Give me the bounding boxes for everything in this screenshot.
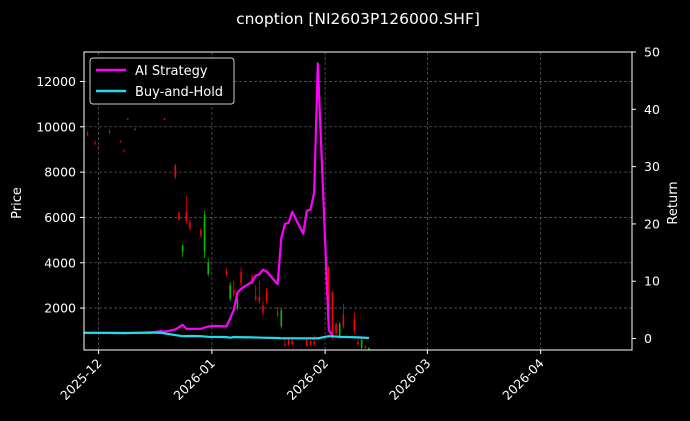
- candle-body: [276, 312, 279, 315]
- candle-body: [181, 245, 184, 252]
- candle-body: [94, 142, 96, 144]
- candle-body: [119, 141, 122, 143]
- candlesticks: [86, 117, 370, 350]
- candle-body: [229, 285, 231, 300]
- candle-body: [364, 346, 367, 348]
- candle-body: [287, 339, 290, 345]
- candle-body: [240, 271, 242, 284]
- candle-body: [342, 314, 345, 327]
- candle-body: [108, 131, 111, 133]
- candle-body: [185, 211, 188, 221]
- candle-body: [232, 289, 235, 295]
- candle-body: [127, 118, 129, 120]
- plot-frame: [83, 51, 633, 351]
- candle-body: [291, 340, 294, 345]
- candle-body: [200, 229, 202, 236]
- candle-body: [284, 344, 286, 346]
- candle-body: [203, 215, 206, 252]
- candle-body: [236, 299, 239, 309]
- candle-body: [97, 147, 100, 149]
- candle-body: [360, 339, 363, 348]
- series-line-buy-and-hold: [84, 331, 370, 340]
- candle-body: [258, 296, 261, 302]
- candle-body: [178, 212, 180, 220]
- candle-body: [134, 129, 136, 131]
- candle-body: [335, 323, 337, 334]
- candle-body: [86, 133, 89, 135]
- y-axis-title: Price: [10, 187, 25, 219]
- candle-body: [123, 150, 125, 152]
- y2-tick-label: 10: [644, 274, 660, 289]
- candle-body: [254, 296, 257, 300]
- y-tick-label: 12000: [36, 74, 76, 89]
- candle-body: [280, 310, 283, 327]
- y2-tick-label: 20: [644, 216, 660, 231]
- candle-body: [265, 292, 268, 302]
- candle-body: [331, 292, 334, 338]
- candle-body: [306, 339, 308, 346]
- candle-body: [207, 262, 210, 275]
- candle-body: [163, 118, 166, 120]
- candle-body: [357, 342, 359, 345]
- y2-tick-label: 0: [644, 331, 652, 346]
- y2-tick-label: 40: [644, 102, 660, 117]
- y2-axis-title: Return: [666, 181, 681, 224]
- candle-body: [174, 165, 177, 177]
- series-line-ai-strategy: [84, 62, 334, 337]
- legend-label-buy-and-hold: Buy-and-Hold: [135, 85, 223, 100]
- candle-body: [353, 319, 356, 331]
- candle-body: [225, 271, 228, 275]
- candle-body: [262, 305, 264, 313]
- y-tick-label: 4000: [44, 255, 76, 270]
- candle-body: [338, 323, 341, 338]
- legend-label-ai-strategy: AI Strategy: [135, 64, 208, 79]
- y2-tick-label: 50: [644, 45, 660, 60]
- return-lines: [84, 62, 370, 340]
- y-tick-label: 10000: [36, 119, 76, 134]
- candle-body: [313, 342, 315, 345]
- candle-body: [327, 267, 330, 306]
- y-tick-label: 6000: [44, 210, 76, 225]
- candle-body: [309, 340, 312, 345]
- y-tick-label: 8000: [44, 165, 76, 180]
- candle-body: [189, 221, 191, 229]
- y2-tick-label: 30: [644, 159, 660, 174]
- y-tick-label: 2000: [44, 301, 76, 316]
- legend: AI Strategy Buy-and-Hold: [89, 57, 235, 105]
- candle-body: [368, 347, 370, 350]
- chart-title: cnoption [NI2603P126000.SHF]: [236, 10, 480, 28]
